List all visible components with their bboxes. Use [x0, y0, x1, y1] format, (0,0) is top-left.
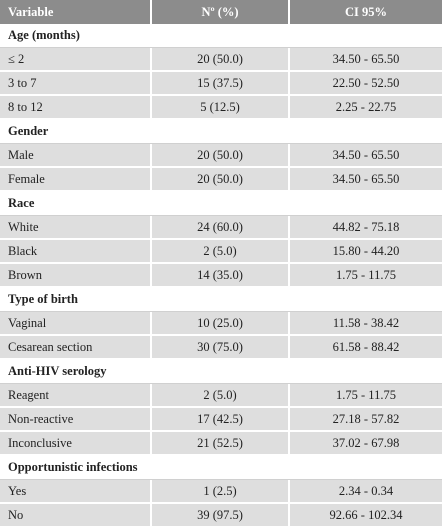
section-title: Anti-HIV serology: [8, 364, 107, 378]
empty-cell: [152, 360, 290, 383]
empty-cell: [290, 288, 442, 311]
data-row: ≤ 2 20 (50.0) 34.50 - 65.50: [0, 48, 442, 72]
data-cell: 15.80 - 44.20: [332, 243, 400, 258]
data-cell: 20 (50.0): [152, 48, 290, 70]
data-cell: 27.18 - 57.82: [332, 411, 400, 426]
data-cell: Male: [0, 144, 152, 166]
header-row: Variable Nº (%) CI 95%: [0, 0, 442, 24]
section-row: Gender: [0, 120, 442, 144]
data-cell: Non-reactive: [0, 408, 152, 430]
data-cell: 1 (2.5): [152, 480, 290, 502]
data-cell: 37.02 - 67.98: [332, 435, 400, 450]
data-cell: ≤ 2: [0, 48, 152, 70]
empty-cell: [290, 360, 442, 383]
data-cell: White: [0, 216, 152, 238]
data-cell: 92.66 - 102.34: [329, 507, 403, 522]
section-row: Age (months): [0, 24, 442, 48]
data-cell: 39 (97.5): [152, 504, 290, 526]
data-cell: 2.25 - 22.75: [335, 99, 397, 114]
section-title: Type of birth: [8, 292, 78, 306]
data-row: Black 2 (5.0) 15.80 - 44.20: [0, 240, 442, 264]
data-cell: 30 (75.0): [152, 336, 290, 358]
data-cell: Yes: [0, 480, 152, 502]
empty-cell: [152, 456, 290, 479]
data-cell: 15 (37.5): [152, 72, 290, 94]
data-row: Cesarean section 30 (75.0) 61.58 - 88.42: [0, 336, 442, 360]
data-cell: No: [0, 504, 152, 526]
data-row: White 24 (60.0) 44.82 - 75.18: [0, 216, 442, 240]
data-cell: Female: [0, 168, 152, 190]
data-row: Yes 1 (2.5) 2.34 - 0.34: [0, 480, 442, 504]
data-row: 8 to 12 5 (12.5) 2.25 - 22.75: [0, 96, 442, 120]
data-cell: 1.75 - 11.75: [336, 267, 396, 282]
data-row: Reagent 2 (5.0) 1.75 - 11.75: [0, 384, 442, 408]
data-cell: Vaginal: [0, 312, 152, 334]
data-cell: 17 (42.5): [152, 408, 290, 430]
data-cell: 2 (5.0): [152, 240, 290, 262]
section-row: Type of birth: [0, 288, 442, 312]
data-cell: 34.50 - 65.50: [332, 51, 400, 66]
data-row: Brown 14 (35.0) 1.75 - 11.75: [0, 264, 442, 288]
data-row: Male 20 (50.0) 34.50 - 65.50: [0, 144, 442, 168]
data-cell: 34.50 - 65.50: [332, 171, 400, 186]
data-cell: 2.34 - 0.34: [338, 483, 394, 498]
header-cell: CI 95%: [344, 4, 388, 19]
section-row: Opportunistic infections: [0, 456, 442, 480]
data-cell: 1.75 - 11.75: [336, 387, 396, 402]
data-row: Non-reactive 17 (42.5) 27.18 - 57.82: [0, 408, 442, 432]
section-row: Anti-HIV serology: [0, 360, 442, 384]
data-cell: Inconclusive: [0, 432, 152, 454]
data-cell: 34.50 - 65.50: [332, 147, 400, 162]
data-cell: 2 (5.0): [152, 384, 290, 406]
data-cell: 20 (50.0): [152, 144, 290, 166]
header-cell: Nº (%): [152, 0, 290, 24]
section-title: Gender: [8, 124, 49, 138]
empty-cell: [152, 288, 290, 311]
data-cell: Black: [0, 240, 152, 262]
empty-cell: [152, 192, 290, 215]
data-cell: Reagent: [0, 384, 152, 406]
section-title: Age (months): [8, 28, 80, 42]
empty-cell: [290, 456, 442, 479]
data-row: Vaginal 10 (25.0) 11.58 - 38.42: [0, 312, 442, 336]
data-cell: 11.58 - 38.42: [332, 315, 400, 330]
section-title: Race: [8, 196, 35, 210]
data-cell: 3 to 7: [0, 72, 152, 94]
data-cell: 22.50 - 52.50: [332, 75, 400, 90]
empty-cell: [152, 120, 290, 143]
data-row: Female 20 (50.0) 34.50 - 65.50: [0, 168, 442, 192]
section-row: Race: [0, 192, 442, 216]
data-cell: 10 (25.0): [152, 312, 290, 334]
empty-cell: [290, 24, 442, 47]
data-cell: 24 (60.0): [152, 216, 290, 238]
data-row: 3 to 7 15 (37.5) 22.50 - 52.50: [0, 72, 442, 96]
data-cell: Brown: [0, 264, 152, 286]
header-cell: Variable: [0, 0, 152, 24]
data-cell: 20 (50.0): [152, 168, 290, 190]
data-cell: 21 (52.5): [152, 432, 290, 454]
data-row: Inconclusive 21 (52.5) 37.02 - 67.98: [0, 432, 442, 456]
empty-cell: [290, 120, 442, 143]
data-cell: 5 (12.5): [152, 96, 290, 118]
data-cell: 44.82 - 75.18: [332, 219, 400, 234]
data-row: No 39 (97.5) 92.66 - 102.34: [0, 504, 442, 528]
data-cell: 61.58 - 88.42: [332, 339, 400, 354]
data-cell: 14 (35.0): [152, 264, 290, 286]
empty-cell: [290, 192, 442, 215]
data-cell: 8 to 12: [0, 96, 152, 118]
section-title: Opportunistic infections: [8, 460, 138, 474]
data-cell: Cesarean section: [0, 336, 152, 358]
empty-cell: [152, 24, 290, 47]
